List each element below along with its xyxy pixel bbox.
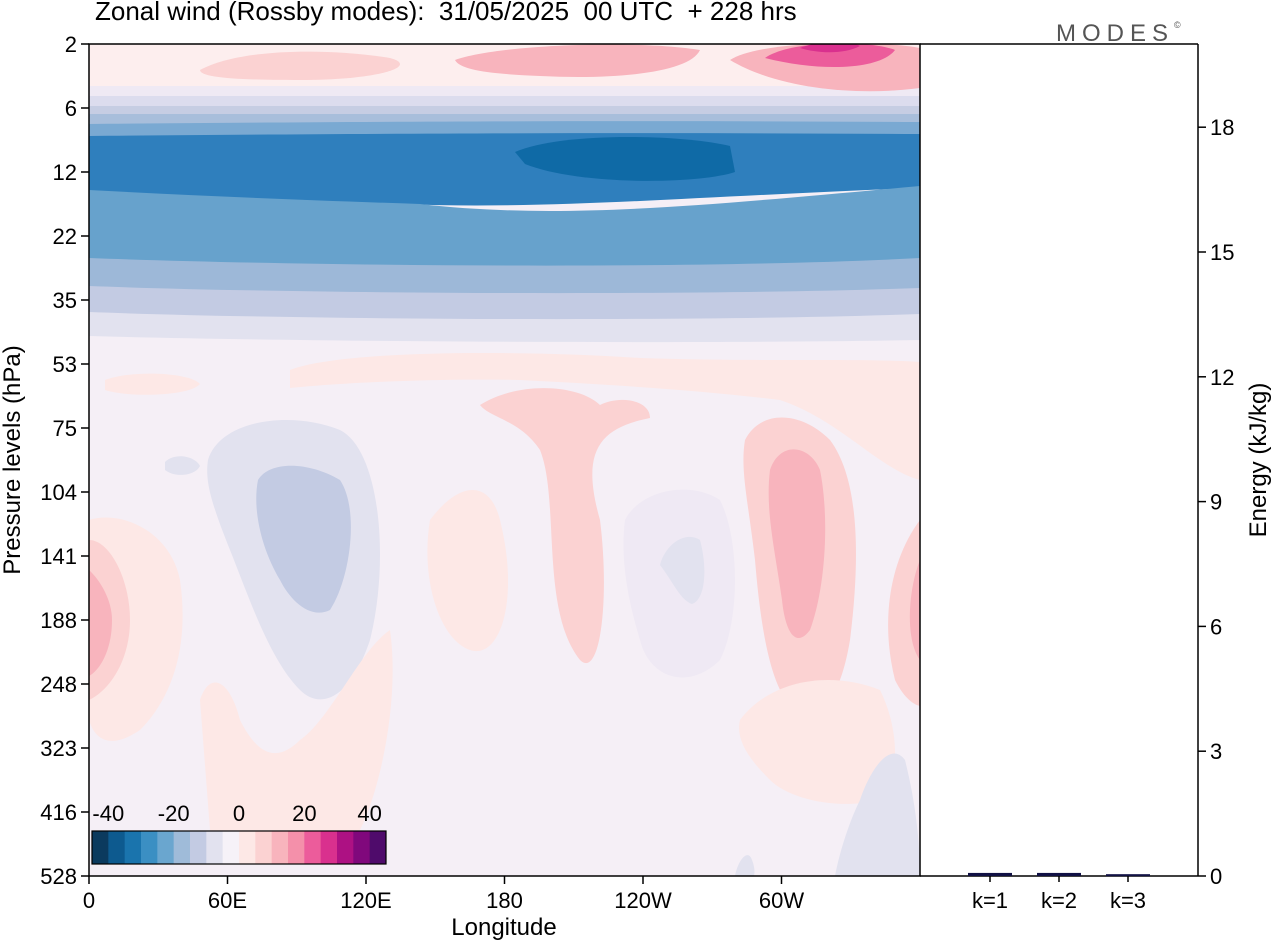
energy-bar-k2	[1037, 872, 1081, 876]
y-tick-label: 2	[65, 32, 77, 57]
energy-tick-label: 6	[1210, 614, 1222, 639]
lower-wind-structures	[89, 353, 920, 876]
x-tick-label: 120E	[340, 888, 391, 913]
colorbar-tick-label: 0	[233, 801, 245, 826]
energy-bar-panel: k=1 k=2 k=3 0 3 6 9 12 15 18 Energy (kJ/kg)	[920, 43, 1272, 913]
copyright-mark: ©	[1174, 20, 1181, 30]
y-tick-label: 35	[53, 288, 77, 313]
colorbar-swatch	[222, 831, 240, 864]
energy-bar-k1	[968, 872, 1012, 876]
x-tick-label: 180	[486, 888, 523, 913]
upper-wind-bands	[89, 44, 920, 343]
y-tick-label: 75	[53, 416, 77, 441]
x-axis-ticks: 0 60E 120E 180 120W 60W	[83, 876, 804, 913]
energy-bar-k3	[1106, 874, 1150, 877]
colorbar-tick-label: 40	[357, 801, 381, 826]
energy-category-label: k=1	[972, 888, 1008, 913]
colorbar-swatch	[271, 831, 289, 864]
energy-bars: k=1 k=2 k=3	[968, 872, 1150, 913]
colorbar-tick-label: 20	[292, 801, 316, 826]
colorbar-swatch	[337, 831, 354, 864]
y-axis-ticks: 2 6 12 22 35 53 75 104 141 188 248 323 416 528	[40, 32, 89, 889]
colorbar-swatch	[353, 831, 371, 864]
colorbar-swatch	[320, 831, 338, 864]
colorbar-swatch	[108, 831, 126, 864]
colorbar-swatch	[173, 831, 191, 864]
energy-tick-label: 18	[1210, 115, 1234, 140]
energy-category-label: k=2	[1041, 888, 1077, 913]
energy-tick-label: 12	[1210, 365, 1234, 390]
colorbar-swatch	[206, 831, 224, 864]
y-tick-label: 104	[40, 480, 77, 505]
x-tick-label: 120W	[614, 888, 672, 913]
colorbar-labels: -40 -20 0 20 40	[92, 801, 381, 826]
y-tick-label: 53	[53, 352, 77, 377]
x-tick-label: 60W	[759, 888, 804, 913]
colorbar-swatch	[124, 831, 142, 864]
y-tick-label: 416	[40, 800, 77, 825]
colorbar-swatch	[157, 831, 175, 864]
energy-axis-ticks: 0 3 6 9 12 15 18	[1198, 115, 1234, 889]
y-tick-label: 6	[65, 96, 77, 121]
upper-positive-patches	[200, 44, 920, 92]
y-tick-label: 188	[40, 608, 77, 633]
y-tick-label: 12	[53, 160, 77, 185]
colorbar-tick-label: -40	[92, 801, 124, 826]
energy-tick-label: 0	[1210, 864, 1222, 889]
colorbar-swatch	[369, 831, 387, 864]
y-tick-label: 323	[40, 736, 77, 761]
colorbar-tick-label: -20	[158, 801, 190, 826]
colorbar-swatch	[255, 831, 273, 864]
y-tick-label: 141	[40, 544, 77, 569]
colorbar	[91, 830, 387, 865]
energy-tick-label: 15	[1210, 240, 1234, 265]
energy-axis-label: Energy (kJ/kg)	[1245, 383, 1272, 538]
colorbar-swatch	[304, 831, 322, 864]
modes-logo: MODES©	[1056, 20, 1181, 48]
colorbar-swatch	[288, 831, 305, 864]
energy-tick-label: 9	[1210, 490, 1222, 515]
y-tick-label: 22	[53, 224, 77, 249]
x-tick-label: 0	[83, 888, 95, 913]
brand-text: MODES	[1056, 20, 1175, 47]
y-axis-label: Pressure levels (hPa)	[0, 345, 26, 574]
x-tick-label: 60E	[208, 888, 247, 913]
zonal-wind-contour-plot	[89, 44, 920, 876]
energy-tick-label: 3	[1210, 739, 1222, 764]
colorbar-frame	[91, 830, 387, 865]
y-tick-label: 528	[40, 864, 77, 889]
colorbar-swatch	[239, 831, 256, 864]
x-axis-label: Longitude	[451, 914, 556, 941]
chart-title: Zonal wind (Rossby modes): 31/05/2025 00…	[95, 0, 797, 26]
colorbar-swatch	[141, 831, 158, 864]
colorbar-swatch	[190, 831, 207, 864]
colorbar-swatch	[92, 831, 109, 864]
energy-category-label: k=3	[1110, 888, 1146, 913]
y-tick-label: 248	[40, 672, 77, 697]
